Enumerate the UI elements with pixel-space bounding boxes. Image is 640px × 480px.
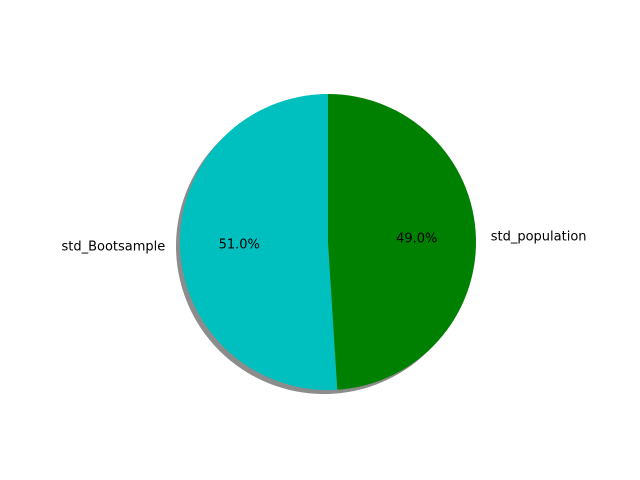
pie-slice-std-bootsample	[179, 94, 338, 390]
pie-labels: 51.0% std_Bootsample 49.0% std_population	[61, 229, 586, 254]
pct-label-std-population: 49.0%	[396, 232, 437, 247]
slice-label-std-population: std_population	[491, 229, 587, 244]
pie-slices	[179, 94, 476, 390]
slice-label-std-bootsample: std_Bootsample	[61, 240, 165, 255]
pie-slice-std-population	[328, 94, 476, 390]
pct-label-std-bootsample: 51.0%	[219, 237, 260, 252]
